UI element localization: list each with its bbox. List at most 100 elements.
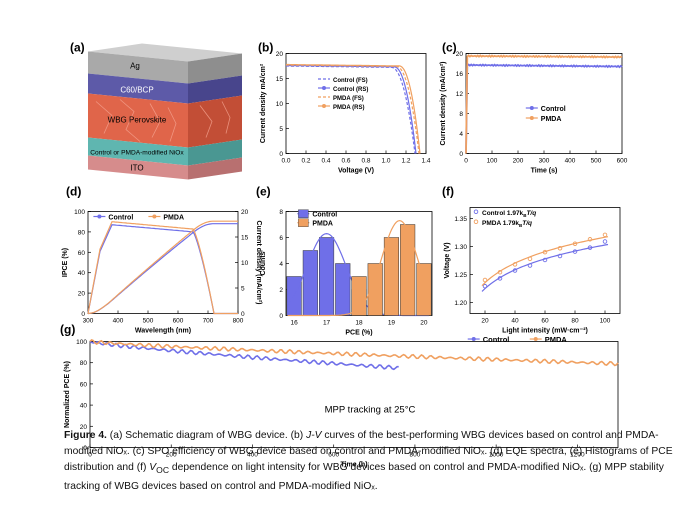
- x-tick-label: 0.6: [341, 158, 350, 165]
- y-tick-label: 4: [279, 261, 283, 268]
- x-tick-label: 100: [600, 318, 611, 325]
- legend-1-marker: [533, 337, 538, 342]
- legend-0-sub: B: [523, 213, 527, 218]
- x-axis-label: Light intensity (mW·cm⁻²): [502, 328, 588, 335]
- y-axis-label: Current density mA/cm²: [260, 63, 267, 143]
- x-tick-label: 100: [487, 158, 498, 165]
- legend-0-text: Control: [483, 335, 510, 344]
- y-axis-label: Counts: [260, 251, 267, 275]
- x-axis-label: Time (s): [531, 168, 558, 175]
- legend-1-marker: [152, 214, 157, 219]
- legend-2-text: PMDA (FS): [333, 96, 364, 102]
- y-tick-label: 2: [279, 287, 283, 294]
- y-tick-label: 20: [78, 291, 86, 298]
- y2-tick-label: 10: [241, 260, 249, 267]
- x-tick-label: 0.8: [361, 158, 370, 165]
- caption-voc: V: [149, 462, 157, 474]
- hist-bar-0-1: [302, 250, 318, 316]
- panel-a-label: (a): [70, 41, 85, 55]
- data-point-0-8: [602, 239, 608, 244]
- layer-niox: [88, 137, 188, 166]
- legend-1-text: PMDA 1.79kBT/q: [482, 220, 532, 228]
- y-axis-label: Current density (mA/cm²): [440, 61, 447, 145]
- x-tick-label: 40: [511, 318, 519, 325]
- legend-0-text: Control (FS): [333, 78, 368, 84]
- hist-bar-1-2: [383, 237, 399, 316]
- legend-0-text: Control: [312, 212, 337, 219]
- x-tick-label: 80: [571, 318, 579, 325]
- layer-perovskite: [88, 93, 188, 148]
- x-tick-label: 300: [83, 318, 94, 325]
- x-tick-label: 500: [143, 318, 154, 325]
- x-tick-label: 700: [203, 318, 214, 325]
- panel-f-label: (f): [442, 185, 454, 199]
- hist-bar-0-2: [319, 237, 335, 316]
- y-tick-label: 1.30: [454, 244, 467, 251]
- x-tick-label: 0: [464, 158, 468, 165]
- x-tick-label: 1200: [570, 452, 585, 459]
- x-tick-label: 800: [233, 318, 244, 325]
- legend-1-text: PMDA: [163, 215, 184, 222]
- data-point-1-2: [512, 262, 518, 267]
- y-axis-label: Voltage (V): [444, 242, 451, 278]
- caption-part-2: curves of the best-performing WBG device…: [64, 430, 673, 474]
- legend-1-prefix: PMDA 1.79k: [482, 220, 519, 227]
- chart-g-mpp-tracking: 0 200 400 600 800 1000 1200 0 20 40 60 80 100 Time (h…: [64, 335, 619, 469]
- mpp-curve-0: [89, 340, 399, 371]
- data-point-0-1: [497, 276, 503, 281]
- legend-3-text: PMDA (RS): [333, 105, 364, 111]
- legend-1-marker: [322, 86, 326, 90]
- x-tick-label: 0.4: [321, 158, 330, 165]
- legend-0-marker: [471, 337, 476, 342]
- legend-1-text: PMDA: [545, 335, 568, 344]
- x-tick-label: 0.2: [301, 158, 310, 165]
- plot-frame: [89, 341, 619, 448]
- y-tick-label: 40: [80, 403, 88, 410]
- y-axis-label: Normalized PCE (%): [64, 361, 71, 428]
- chart-c-spo: 0 100 200 300 400 500 600 0 4 8 12 16 20 Time (s) Curr…: [440, 51, 628, 175]
- x-tick-label: 400: [565, 158, 576, 165]
- y-tick-label: 1.35: [454, 216, 467, 223]
- y-tick-label: 80: [78, 229, 86, 236]
- caption-voc-sub: OC: [156, 465, 170, 476]
- y-tick-label: 1.25: [454, 272, 467, 279]
- y-tick-label: 10: [276, 101, 284, 108]
- legend-1-text: PMDA: [312, 221, 333, 228]
- layer-c60-label: C60/BCP: [120, 86, 153, 95]
- plot-frame: [285, 53, 427, 154]
- legend-1-text: PMDA: [541, 116, 562, 123]
- x-tick-label: 200: [166, 452, 177, 459]
- data-point-1-3: [527, 256, 533, 262]
- x-tick-label: 600: [173, 318, 184, 325]
- legend-1-marker: [473, 219, 479, 225]
- y2-tick-label: 0: [241, 311, 245, 318]
- legend-1-marker: [298, 218, 309, 227]
- hist-bar-1-3: [400, 224, 416, 316]
- caption-jv: J-V: [306, 430, 322, 441]
- x-tick-label: 800: [409, 452, 420, 459]
- chart-f-voc-light: 20 40 60 80 100 1.20 1.25 1.30 1.35 Light intensi…: [444, 207, 621, 335]
- panel-b-label: (b): [258, 41, 273, 55]
- data-point-0-4: [542, 257, 548, 263]
- x-tick-label: 17: [323, 320, 331, 327]
- integrated-jsc-1: [87, 220, 238, 315]
- y-tick-label: 8: [459, 111, 463, 118]
- y-tick-label: 5: [279, 126, 283, 133]
- x-tick-label: 60: [541, 318, 549, 325]
- chart-d-eqe: 300 400 500 600 700 800020406080100Wavelength…: [62, 209, 262, 335]
- layer-ito-label: ITO: [130, 164, 143, 173]
- x-tick-label: 600: [617, 158, 628, 165]
- legend-0-text: Control: [108, 215, 133, 222]
- data-point-1-0: [482, 277, 488, 283]
- x-tick-label: 200: [513, 158, 524, 165]
- hist-bar-1-1: [367, 263, 383, 316]
- layer-ag: [88, 51, 188, 84]
- legend-0-marker: [298, 209, 309, 218]
- y-tick-label: 0: [459, 151, 463, 158]
- data-point-0-7: [587, 245, 593, 250]
- data-point-0-5: [557, 253, 563, 259]
- x-tick-label: 400: [113, 318, 124, 325]
- legend-1-marker: [529, 116, 534, 120]
- y-tick-label: 1.20: [454, 300, 467, 307]
